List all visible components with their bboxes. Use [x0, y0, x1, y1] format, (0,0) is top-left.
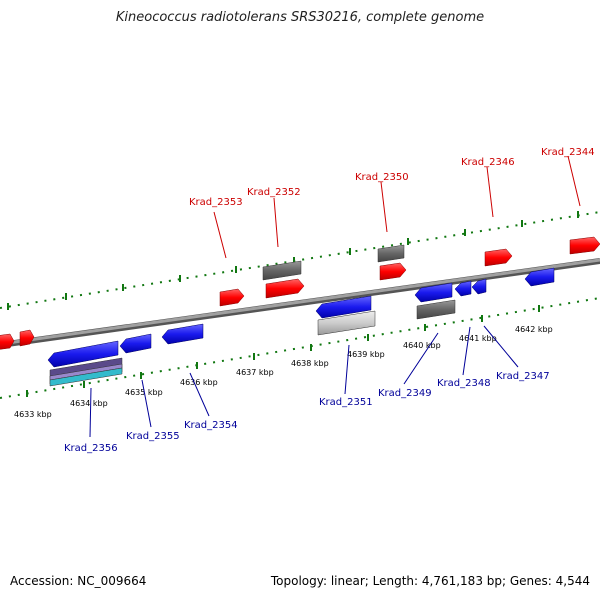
gene-arrow [414, 282, 453, 303]
gene-arrow [569, 236, 600, 255]
genome-stats-text: Topology: linear; Length: 4,761,183 bp; … [270, 574, 590, 588]
gene-label: Krad_2355 [126, 431, 180, 442]
forward-genes [0, 236, 600, 350]
gene-label: Krad_2349 [378, 388, 432, 399]
gene-label: Krad_2344 [541, 147, 595, 158]
tick-label: 4639 kbp [347, 350, 385, 359]
feature-block [377, 244, 405, 263]
gene-label: Krad_2347 [496, 371, 550, 382]
tick-label: 4636 kbp [180, 378, 218, 387]
tick-label: 4642 kbp [515, 325, 553, 334]
gene-arrow [47, 340, 119, 368]
gene-label: Krad_2351 [319, 397, 373, 408]
tick-label: 4635 kbp [125, 388, 163, 397]
gene-arrow [454, 280, 472, 297]
forward-features [262, 244, 405, 281]
feature-block [317, 310, 376, 336]
map-title: Kineococcus radiotolerans SRS30216, comp… [115, 10, 485, 25]
gene-arrow [471, 278, 487, 295]
gene-arrow [265, 278, 305, 299]
major-ticks [7, 211, 579, 397]
gene-arrow [484, 248, 513, 267]
gene-arrow [19, 329, 35, 347]
reverse-gene-labels: Krad_2356 Krad_2355 Krad_2354 Krad_2351 … [64, 371, 550, 454]
gene-arrow [119, 333, 152, 354]
gene-label: Krad_2350 [355, 172, 409, 183]
genome-backbone [0, 258, 600, 346]
gene-label: Krad_2356 [64, 443, 118, 454]
tick-labels: 4633 kbp 4634 kbp 4635 kbp 4636 kbp 4637… [14, 325, 553, 419]
gene-arrow [219, 288, 245, 307]
gene-arrow [524, 267, 555, 287]
gene-arrow [0, 333, 15, 350]
forward-tick-track [0, 211, 600, 309]
tick-label: 4641 kbp [459, 334, 497, 343]
gene-arrow [315, 295, 372, 319]
tick-label: 4634 kbp [70, 399, 108, 408]
tick-label: 4640 kbp [403, 341, 441, 350]
feature-block [49, 367, 123, 387]
reverse-features [49, 299, 456, 387]
gene-arrow [161, 323, 204, 345]
forward-gene-labels: Krad_2353 Krad_2352 Krad_2350 Krad_2346 … [189, 147, 595, 208]
gene-label: Krad_2346 [461, 157, 515, 168]
gene-arrow [379, 262, 407, 281]
reverse-genes [47, 267, 555, 368]
tick-label: 4633 kbp [14, 410, 52, 419]
feature-block [416, 299, 456, 320]
accession-text: Accession: NC_009664 [10, 574, 147, 588]
gene-label: Krad_2354 [184, 420, 238, 431]
forward-leaders [213, 155, 581, 259]
gene-label: Krad_2353 [189, 197, 243, 208]
tick-label: 4638 kbp [291, 359, 329, 368]
gene-label: Krad_2352 [247, 187, 301, 198]
feature-block [262, 260, 302, 281]
tick-label: 4637 kbp [236, 368, 274, 377]
reverse-leaders [89, 325, 519, 438]
gene-label: Krad_2348 [437, 378, 491, 389]
